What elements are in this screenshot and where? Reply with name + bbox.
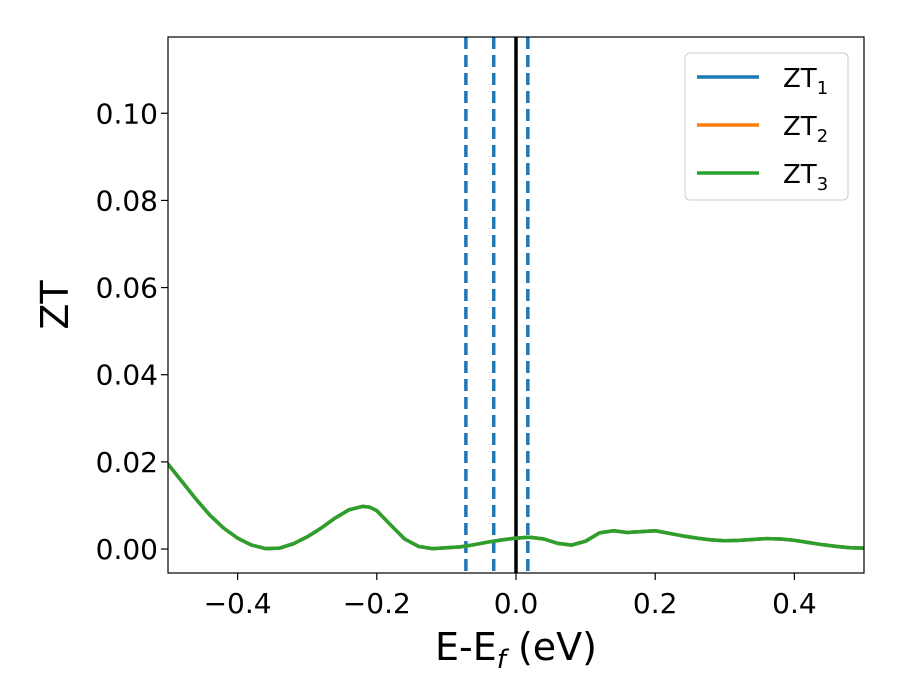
legend-label-zt3: ZT3 [783, 160, 828, 195]
legend-box [684, 52, 849, 201]
y-tick-label: 0.06 [96, 272, 158, 305]
legend-label-subscript: 1 [817, 78, 828, 99]
x-tick-label: 0.4 [772, 587, 817, 620]
x-axis-title-main: E-E [435, 625, 497, 669]
x-tick-label: 0.2 [633, 587, 678, 620]
legend-label-subscript: 2 [817, 126, 828, 147]
y-tick-label: 0.10 [96, 97, 158, 130]
x-axis: −0.4 −0.2 0.0 0.2 0.4 [204, 573, 817, 620]
legend-label-main: ZT [783, 64, 817, 94]
legend-label-zt2: ZT2 [783, 112, 828, 147]
legend-label-main: ZT [783, 160, 817, 190]
y-tick-label: 0.08 [96, 184, 158, 217]
y-tick-label: 0.04 [96, 359, 158, 392]
x-tick-label: −0.2 [343, 587, 411, 620]
series-line-zt3 [168, 462, 864, 551]
x-axis-title-unit: (eV) [506, 625, 597, 669]
x-tick-label: 0.0 [494, 587, 539, 620]
legend-label-main: ZT [783, 112, 817, 142]
plot-area [168, 37, 864, 573]
y-tick-label: 0.02 [96, 446, 158, 479]
legend-label-zt1: ZT1 [783, 64, 828, 99]
y-axis-title: ZT [33, 280, 77, 330]
x-tick-label: −0.4 [204, 587, 272, 620]
y-axis: 0.00 0.02 0.04 0.06 0.08 0.10 [96, 97, 168, 566]
x-axis-title: E-Ef (eV) [435, 625, 597, 675]
y-tick-label: 0.00 [96, 533, 158, 566]
legend-label-subscript: 3 [817, 174, 828, 195]
